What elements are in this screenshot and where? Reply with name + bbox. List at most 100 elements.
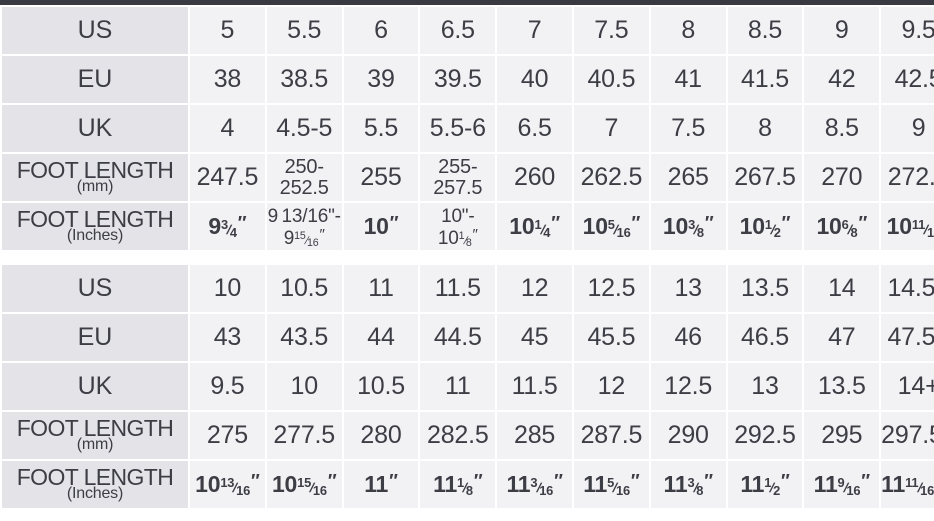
cell-uk-1: 10: [266, 363, 342, 410]
cell-us-9: 14.5+: [881, 265, 934, 312]
row-label-foot-length-inches: FOOT LENGTH (Inches): [2, 203, 188, 250]
table-row: FOOT LENGTH (Inches) 1013/16″ 1015/16″ 11″ 11…: [2, 461, 934, 508]
inch-mark: ″: [237, 211, 247, 233]
cell-foot-length-5: 262.5: [573, 154, 649, 201]
cell-foot-length-5: 287.5: [573, 412, 649, 459]
fraction: 15/16: [297, 474, 327, 499]
cell-us-5: 12.5: [573, 265, 649, 312]
row-label-main: UK: [77, 114, 113, 143]
cell-uk-6: 7.5: [650, 105, 726, 152]
row-label-us: US: [2, 265, 188, 312]
cell-foot-length-6: 103/8″: [650, 203, 726, 250]
row-label-foot-length-inches: FOOT LENGTH (Inches): [2, 461, 188, 508]
cell-foot-length-2: 11″: [343, 461, 419, 508]
cell-foot-length-0: 93/4″: [190, 203, 265, 250]
cell-uk-0: 9.5: [190, 363, 265, 410]
table-row: UK 4 4.5-5 5.5 5.5-6 6.5 7 7.5 8 8.5 9: [2, 105, 934, 152]
cell-us-1: 5.5: [266, 7, 342, 54]
cell-stacked-value: 250- 252.5: [279, 156, 329, 199]
cell-uk-1: 4.5-5: [266, 105, 342, 152]
cell-us-2: 11: [343, 265, 419, 312]
row-label-unit: (Inches): [66, 485, 124, 503]
fraction: 3/4: [220, 216, 237, 241]
cell-foot-length-5: 105/16″: [573, 203, 649, 250]
cell-foot-length-9: 272.5: [881, 154, 934, 201]
cell-eu-5: 40.5: [573, 56, 649, 103]
row-label-main: FOOT LENGTH: [16, 464, 174, 491]
cell-uk-8: 8.5: [804, 105, 880, 152]
cell-uk-5: 7: [573, 105, 649, 152]
cell-us-0: 10: [190, 265, 265, 312]
row-label-foot-length-mm: FOOT LENGTH (mm): [2, 412, 188, 459]
cell-us-4: 12: [497, 265, 572, 312]
table-separator-gap: [0, 252, 934, 263]
cell-eu-1: 43.5: [266, 314, 342, 361]
table-row: UK 9.5 10 10.5 11 11.5 12 12.5 13 13.5 14+: [2, 363, 934, 410]
cell-us-6: 8: [650, 7, 726, 54]
cell-foot-length-1: 250- 252.5: [266, 154, 342, 201]
cell-eu-8: 42: [804, 56, 880, 103]
cell-eu-0: 43: [190, 314, 265, 361]
cell-eu-6: 41: [650, 56, 726, 103]
inch-mark: ″: [631, 211, 641, 233]
cell-foot-length-6: 290: [650, 412, 726, 459]
cell-uk-8: 13.5: [804, 363, 880, 410]
inch-mark: ″: [704, 211, 714, 233]
cell-eu-8: 47: [804, 314, 880, 361]
cell-eu-2: 44: [343, 314, 419, 361]
cell-foot-length-3: 111/8″: [420, 461, 496, 508]
size-table-1-body: US 5 5.5 6 6.5 7 7.5 8 8.5 9 9.5 EU 38 38.5 39 39.5 40 40…: [2, 7, 934, 250]
cell-eu-6: 46: [650, 314, 726, 361]
row-label-main: US: [77, 16, 113, 45]
cell-foot-length-4: 113/16″: [497, 461, 572, 508]
table-row: FOOT LENGTH (mm) 275 277.5 280 282.5 285 287.5 2…: [2, 412, 934, 459]
cell-foot-length-7: 292.5: [727, 412, 803, 459]
cell-foot-length-8: 119/16″: [804, 461, 880, 508]
cell-us-0: 5: [190, 7, 265, 54]
cell-us-7: 13.5: [727, 265, 803, 312]
inch-mark: ″: [704, 469, 713, 491]
cell-us-9: 9.5: [881, 7, 934, 54]
fraction: 9/16: [837, 474, 861, 499]
cell-foot-length-6: 113/8″: [650, 461, 726, 508]
inch-mark: ″: [389, 469, 398, 491]
fraction: 3/8: [688, 216, 704, 241]
cell-us-8: 14: [804, 265, 880, 312]
cell-foot-length-2: 255: [343, 154, 419, 201]
cell-foot-length-4: 285: [497, 412, 572, 459]
fraction: 13/16: [220, 474, 251, 499]
cell-foot-length-3: 10"- 101/8″: [420, 203, 496, 250]
fraction: 3/8: [687, 474, 704, 499]
inch-mark: ″: [781, 211, 791, 233]
cell-uk-4: 11.5: [497, 363, 572, 410]
cell-foot-length-0: 1013/16″: [190, 461, 265, 508]
fraction: 3/16: [530, 474, 554, 499]
row-label-unit: (mm): [76, 436, 114, 454]
cell-stacked-value: 255- 257.5: [433, 156, 483, 199]
cell-uk-2: 10.5: [343, 363, 419, 410]
table-row: FOOT LENGTH (Inches) 93/4″ 9 13/16"- 915/16″…: [2, 203, 934, 250]
cell-foot-length-2: 280: [343, 412, 419, 459]
cell-eu-7: 46.5: [727, 314, 803, 361]
cell-us-3: 11.5: [420, 265, 496, 312]
cell-foot-length-9: 1011/16″: [881, 203, 934, 250]
fraction: 5/16: [607, 216, 631, 241]
cell-foot-length-0: 247.5: [190, 154, 265, 201]
fraction: 15/16: [294, 230, 319, 249]
cell-eu-3: 44.5: [420, 314, 496, 361]
cell-uk-5: 12: [573, 363, 649, 410]
fraction: 11/16: [911, 216, 934, 241]
cell-eu-5: 45.5: [573, 314, 649, 361]
cell-foot-length-1: 277.5: [266, 412, 342, 459]
inch-mark: ″: [472, 225, 478, 243]
cell-eu-9: 47.5+: [881, 314, 934, 361]
inch-mark: ″: [551, 211, 560, 233]
inch-mark: ″: [389, 211, 399, 233]
cell-us-3: 6.5: [420, 7, 496, 54]
row-label-main: FOOT LENGTH: [16, 206, 174, 233]
cell-eu-9: 42.5: [881, 56, 934, 103]
cell-eu-4: 45: [497, 314, 572, 361]
row-label-foot-length-mm: FOOT LENGTH (mm): [2, 154, 188, 201]
